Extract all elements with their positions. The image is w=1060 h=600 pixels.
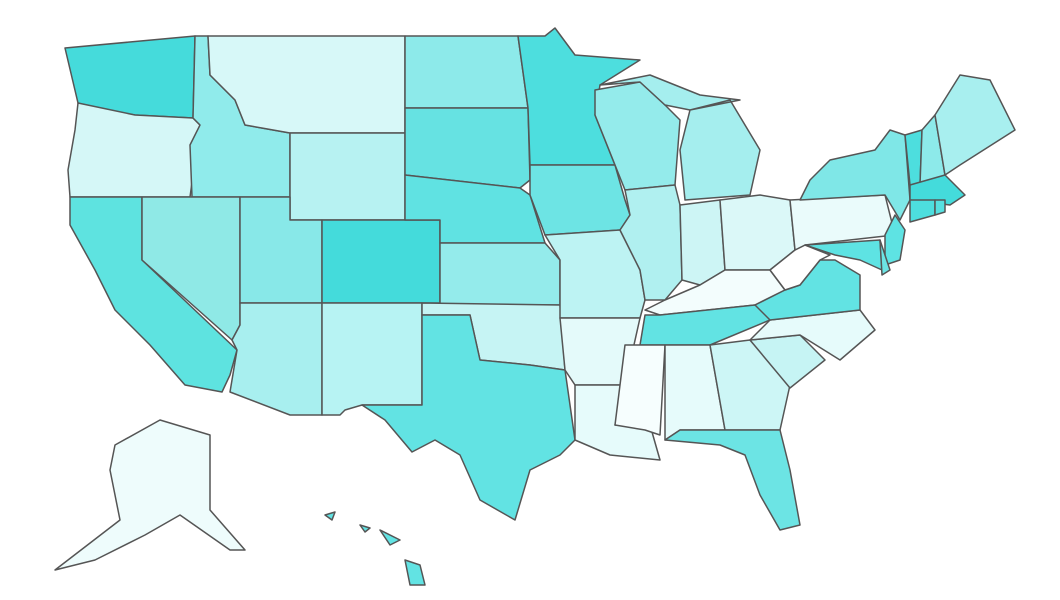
state xyxy=(229,302,323,416)
state xyxy=(54,419,246,571)
state xyxy=(804,239,883,271)
state xyxy=(934,199,946,216)
state xyxy=(321,219,441,304)
state xyxy=(749,309,876,361)
state xyxy=(599,74,761,201)
state xyxy=(321,302,423,416)
state xyxy=(799,129,911,221)
state xyxy=(289,132,406,221)
state xyxy=(67,102,201,198)
state xyxy=(934,74,1016,176)
state xyxy=(404,35,529,109)
state xyxy=(679,199,726,286)
state xyxy=(404,107,531,189)
state xyxy=(529,164,631,236)
state xyxy=(664,429,801,531)
state xyxy=(879,239,891,276)
state xyxy=(909,199,936,223)
state xyxy=(909,174,966,206)
state xyxy=(324,511,426,586)
state xyxy=(439,242,561,306)
state xyxy=(614,344,666,436)
state xyxy=(619,184,683,301)
state xyxy=(361,314,576,521)
